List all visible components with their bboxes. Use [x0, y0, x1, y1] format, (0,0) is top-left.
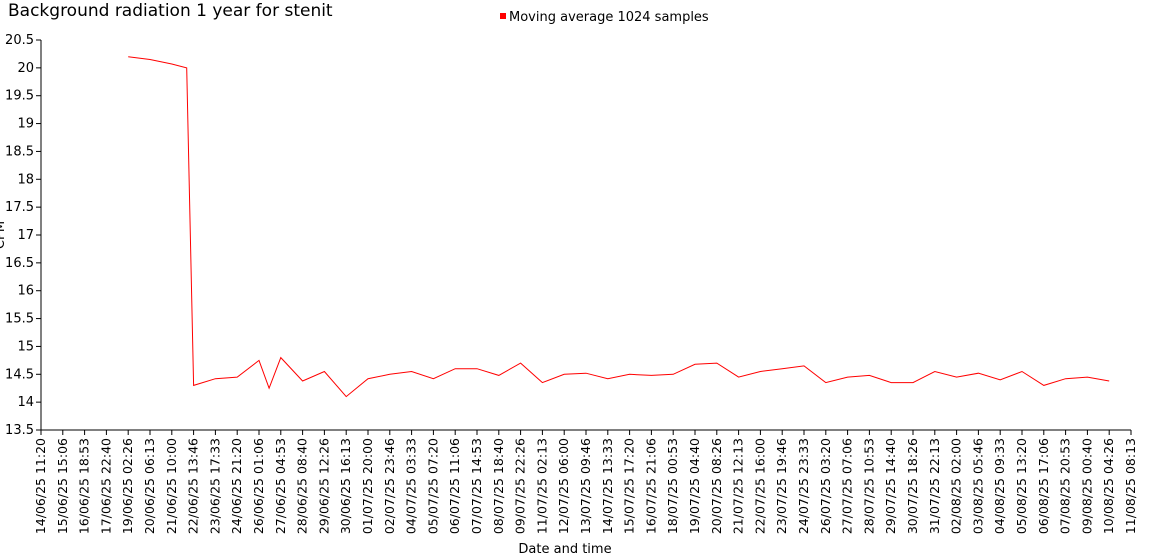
x-tick-label: 11/08/25 08:13: [1123, 438, 1138, 534]
y-tick-label: 18: [17, 172, 34, 187]
x-tick-label: 31/07/25 22:13: [927, 438, 942, 534]
y-tick-label: 19.5: [5, 89, 34, 104]
x-tick-label: 11/07/25 02:13: [534, 438, 549, 534]
x-tick-label: 14/07/25 13:33: [600, 438, 615, 534]
x-tick-label: 01/07/25 20:00: [360, 438, 375, 534]
x-tick-label: 04/08/25 09:33: [992, 438, 1007, 534]
x-tick-label: 28/07/25 10:53: [861, 438, 876, 534]
x-tick-label: 26/07/25 03:20: [818, 438, 833, 534]
x-tick-label: 27/07/25 07:06: [840, 438, 855, 534]
y-axis-label: CPM: [0, 221, 8, 249]
x-tick-label: 21/07/25 12:13: [731, 438, 746, 534]
y-tick-label: 17.5: [5, 200, 34, 215]
x-tick-label: 29/07/25 14:40: [883, 438, 898, 534]
y-tick-label: 19: [17, 117, 34, 132]
y-tick-label: 15: [17, 339, 34, 354]
x-tick-label: 13/07/25 09:46: [578, 438, 593, 534]
x-tick-label: 07/07/25 14:53: [469, 438, 484, 534]
x-tick-label: 08/07/25 18:40: [491, 438, 506, 534]
y-tick-label: 13.5: [5, 423, 34, 438]
x-tick-label: 18/07/25 00:53: [665, 438, 680, 534]
y-tick-label: 18.5: [5, 144, 34, 159]
x-tick-label: 30/06/25 16:13: [338, 438, 353, 534]
legend-swatch: [500, 13, 506, 19]
x-tick-label: 24/07/25 23:33: [796, 438, 811, 534]
x-tick-label: 05/08/25 13:20: [1014, 438, 1029, 534]
y-tick-label: 17: [17, 228, 34, 243]
x-tick-label: 03/08/25 05:46: [970, 438, 985, 534]
y-tick-label: 16: [17, 284, 34, 299]
x-tick-label: 22/06/25 13:46: [186, 438, 201, 534]
x-tick-label: 26/06/25 01:06: [251, 438, 266, 534]
y-tick-label: 16.5: [5, 256, 34, 271]
x-tick-label: 30/07/25 18:26: [905, 438, 920, 534]
x-tick-label: 12/07/25 06:00: [556, 438, 571, 534]
y-tick-label: 20: [17, 61, 34, 76]
y-tick-label: 20.5: [5, 33, 34, 48]
x-tick-label: 16/07/25 21:06: [643, 438, 658, 534]
legend-label: Moving average 1024 samples: [509, 10, 709, 25]
x-axis-label: Date and time: [518, 542, 611, 557]
x-tick-label: 17/06/25 22:40: [98, 438, 113, 534]
x-tick-label: 23/07/25 19:46: [774, 438, 789, 534]
x-tick-label: 15/07/25 17:20: [622, 438, 637, 534]
x-tick-label: 02/08/25 02:00: [949, 438, 964, 534]
x-tick-label: 15/06/25 15:06: [55, 438, 70, 534]
x-tick-label: 22/07/25 16:00: [752, 438, 767, 534]
x-tick-label: 20/06/25 06:13: [142, 438, 157, 534]
x-tick-label: 19/07/25 04:40: [687, 438, 702, 534]
x-tick-label: 06/08/25 17:06: [1036, 438, 1051, 534]
x-tick-label: 04/07/25 03:33: [404, 438, 419, 534]
x-tick-label: 27/06/25 04:53: [273, 438, 288, 534]
x-tick-label: 23/06/25 17:33: [207, 438, 222, 534]
x-tick-label: 29/06/25 12:26: [316, 438, 331, 534]
x-tick-label: 20/07/25 08:26: [709, 438, 724, 534]
y-tick-label: 14.5: [5, 367, 34, 382]
x-tick-label: 05/07/25 07:20: [425, 438, 440, 534]
y-tick-label: 15.5: [5, 312, 34, 327]
x-tick-label: 14/06/25 11:20: [33, 438, 48, 534]
x-tick-label: 19/06/25 02:26: [120, 438, 135, 534]
x-tick-label: 16/06/25 18:53: [77, 438, 92, 534]
x-tick-label: 07/08/25 20:53: [1058, 438, 1073, 534]
x-tick-label: 09/08/25 00:40: [1079, 438, 1094, 534]
x-tick-label: 10/08/25 04:26: [1101, 438, 1116, 534]
chart-title: Background radiation 1 year for stenit: [8, 1, 333, 21]
data-line: [128, 56, 1110, 398]
x-tick-label: 02/07/25 23:46: [382, 438, 397, 534]
x-tick-label: 06/07/25 11:06: [447, 438, 462, 534]
x-tick-label: 09/07/25 22:26: [513, 438, 528, 534]
x-tick-label: 28/06/25 08:40: [295, 438, 310, 534]
x-tick-label: 21/06/25 10:00: [164, 438, 179, 534]
y-tick-label: 14: [17, 395, 34, 410]
x-tick-label: 24/06/25 21:20: [229, 438, 244, 534]
